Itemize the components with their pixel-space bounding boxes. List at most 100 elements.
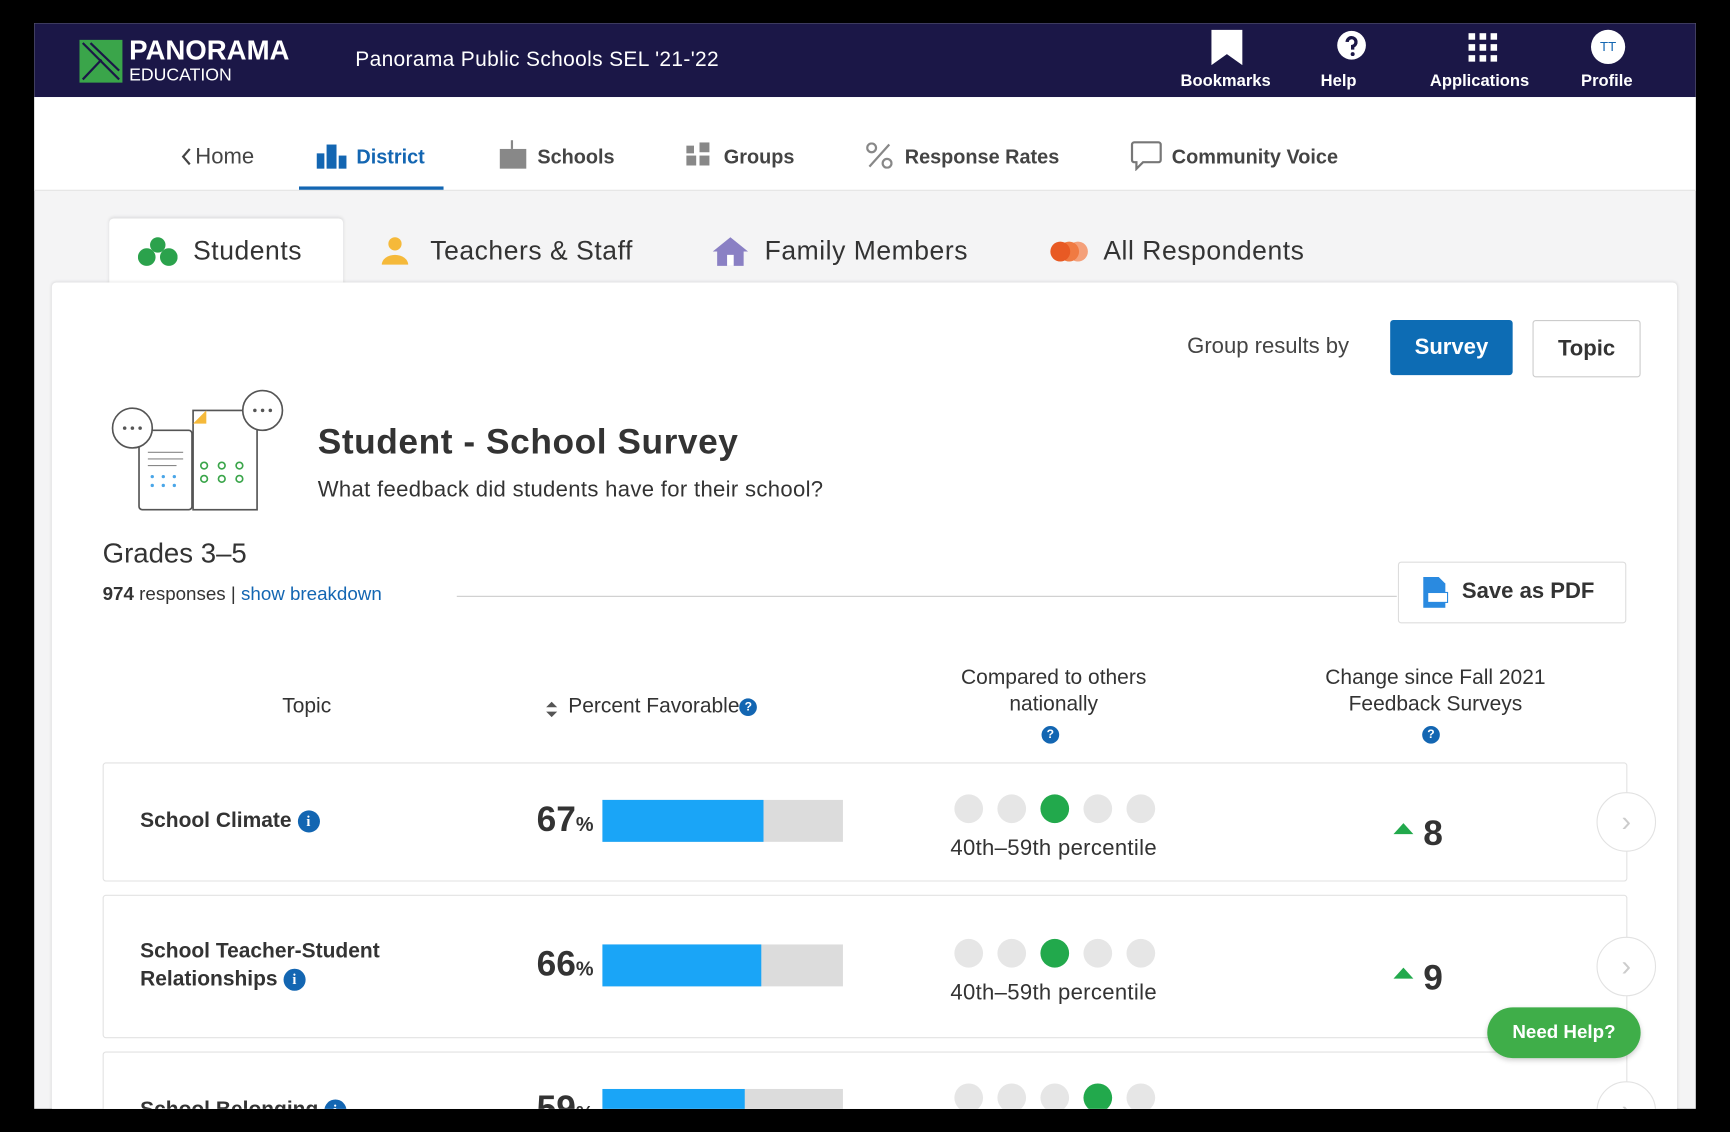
percent-favorable: 67% <box>453 798 594 840</box>
percentile-dot <box>954 1083 984 1109</box>
bar-fill <box>602 1088 745 1109</box>
nav-groups[interactable]: Groups <box>723 145 795 168</box>
header-title: Panorama Public Schools SEL '21-'22 <box>355 48 720 72</box>
tab-teachers[interactable]: Teachers & Staff <box>430 236 633 266</box>
survey-illustration <box>111 389 284 511</box>
topic-name: School Teacher-Student Relationships i <box>140 938 438 993</box>
bar-fill <box>602 944 762 987</box>
district-icon <box>316 144 347 169</box>
header-percent[interactable]: Percent Favorable? <box>568 694 758 720</box>
topic-text: School Climate <box>140 809 292 833</box>
family-icon <box>712 237 749 266</box>
nav-response-rates[interactable]: Response Rates <box>904 145 1060 168</box>
change-value: 8 <box>1423 813 1443 853</box>
topic-button[interactable]: Topic <box>1532 319 1641 378</box>
percent-favorable: 66% <box>453 943 594 984</box>
percentile-dot-active <box>1040 938 1070 968</box>
save-pdf-button[interactable]: Save as PDF <box>1397 561 1627 624</box>
logo-sub: EDUCATION <box>129 66 232 85</box>
profile-avatar[interactable]: TT <box>1590 29 1626 64</box>
students-icon <box>137 237 178 266</box>
groups-icon <box>686 142 710 166</box>
percentile-dot <box>1083 794 1113 824</box>
nav-home[interactable]: Home <box>195 144 255 169</box>
percentile-dot <box>997 938 1027 968</box>
table-row <box>102 1051 1628 1109</box>
header-compared: Compared to others nationally <box>961 666 1147 717</box>
change-arrow <box>1393 823 1414 835</box>
apps-icon <box>1468 33 1498 62</box>
percentile-dot <box>1083 938 1113 968</box>
header-change: Change since Fall 2021 Feedback Surveys <box>1325 666 1546 717</box>
tab-students[interactable]: Students <box>193 236 303 266</box>
percent-value: 59 <box>536 1087 576 1109</box>
topic-name: School Climate i <box>140 807 438 835</box>
menu-profile[interactable]: Profile <box>1581 71 1633 91</box>
nav-active-underline <box>298 186 444 190</box>
sort-icon[interactable] <box>545 701 558 719</box>
topic-name: School Belonging i <box>140 1096 438 1109</box>
percent-unit: % <box>576 1102 594 1109</box>
staff-icon <box>381 237 409 265</box>
help-badge[interactable]: ? <box>1422 725 1440 744</box>
info-badge[interactable]: i <box>297 810 320 833</box>
app: PANORAMA EDUCATION Panorama Public Schoo… <box>34 23 1696 1109</box>
info-badge[interactable]: i <box>324 1099 347 1109</box>
percentile-dot <box>1126 794 1156 824</box>
tab-family[interactable]: Family Members <box>764 236 969 266</box>
topic-text: School Teacher-Student Relationships <box>140 940 380 991</box>
survey-button[interactable]: Survey <box>1390 319 1513 376</box>
divider <box>456 595 1397 597</box>
menu-help[interactable]: Help <box>1320 71 1357 91</box>
percent-unit: % <box>575 813 594 836</box>
save-pdf-label: Save as PDF <box>1461 579 1595 604</box>
nav-community-voice[interactable]: Community Voice <box>1171 145 1338 168</box>
percentile-dot <box>997 1083 1027 1109</box>
group-label: Group results by <box>1187 334 1350 359</box>
info-badge[interactable]: i <box>283 968 306 991</box>
header-percent-text: Percent Favorable <box>568 695 740 719</box>
percentile-dot <box>997 794 1027 824</box>
percentile-label: 40th–59th percentile <box>950 980 1157 1006</box>
grade-label: Grades 3–5 <box>102 538 247 570</box>
change-arrow <box>1393 967 1414 979</box>
back-chevron <box>181 148 191 166</box>
change-value: 9 <box>1423 957 1443 998</box>
percentile-dot-active <box>1040 794 1070 824</box>
table-row <box>102 894 1628 1039</box>
percent-unit: % <box>575 957 594 980</box>
pdf-icon <box>1423 577 1449 608</box>
breakdown-link[interactable]: show breakdown <box>241 583 382 605</box>
help-badge[interactable]: ? <box>1041 725 1060 744</box>
menu-applications[interactable]: Applications <box>1429 71 1530 91</box>
bar-fill <box>602 799 764 842</box>
menu-bookmarks[interactable]: Bookmarks <box>1180 71 1271 91</box>
percentile-label: 40th–59th percentile <box>950 836 1157 861</box>
nav-district[interactable]: District <box>356 145 425 168</box>
nav-bar <box>34 97 1696 191</box>
percentile-dot <box>1126 938 1156 968</box>
tab-all[interactable]: All Respondents <box>1103 236 1305 266</box>
responses-line: 974 responses | show breakdown <box>103 584 382 606</box>
header-topic: Topic <box>282 695 332 719</box>
percent-favorable: 59% <box>453 1087 594 1109</box>
topic-text: School Belonging <box>140 1098 318 1108</box>
logo-name: PANORAMA <box>129 35 290 67</box>
voice-icon <box>1130 141 1162 172</box>
percent-value: 66 <box>536 943 576 984</box>
need-help-button[interactable]: Need Help? <box>1487 1007 1641 1059</box>
nav-schools[interactable]: Schools <box>537 145 615 168</box>
logo-mark <box>79 39 123 83</box>
help-badge[interactable]: ? <box>739 698 758 717</box>
percentile-dot <box>954 794 984 824</box>
rates-icon <box>866 142 893 169</box>
percent-value: 67 <box>536 798 576 839</box>
table-row <box>102 762 1628 882</box>
survey-subtitle: What feedback did students have for thei… <box>317 477 824 503</box>
row-chevron[interactable]: › <box>1596 792 1657 852</box>
all-icon <box>1050 241 1088 262</box>
schools-icon <box>499 140 527 169</box>
row-chevron[interactable]: › <box>1596 936 1657 997</box>
